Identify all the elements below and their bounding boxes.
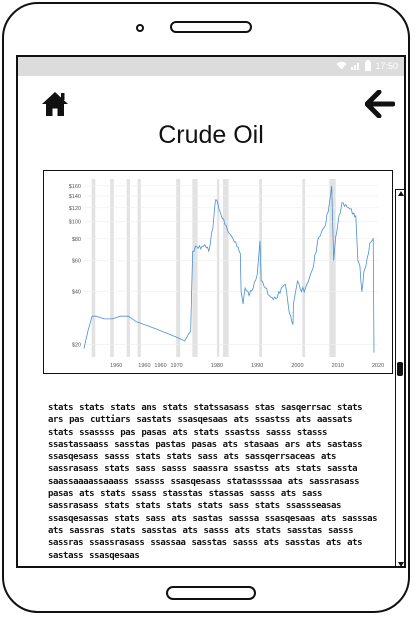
series-line [83,185,375,353]
back-button[interactable] [364,89,396,119]
x-tick-label: 1960 [138,363,150,369]
home-icon [42,92,68,116]
back-arrow-icon [364,89,396,119]
crude-oil-chart: $160 $140 $120 $100 $80 $60 $40 $20 1960 1960 1960… [69,179,384,369]
recession-band [222,179,229,357]
recession-band [176,179,181,357]
page-title: Crude Oil [158,121,264,149]
recession-band [126,179,130,357]
recession-band [302,179,306,357]
x-tick-label: 1970 [171,363,183,369]
x-tick-label: 1960 [110,363,122,369]
y-tick-label: $60 [72,259,81,265]
status-bar: 17:50 [18,57,404,76]
x-tick-label: 1990 [251,363,263,369]
recession-band [91,179,96,357]
x-tick-label: 1980 [211,363,223,369]
y-tick-label: $20 [72,343,81,349]
y-tick-label: $140 [69,194,81,200]
y-tick-label: $120 [69,206,81,212]
y-tick-label: $100 [69,220,81,226]
recession-band [216,179,220,357]
x-tick-label: 2010 [332,363,344,369]
x-tick-label: 1960 [154,363,166,369]
battery-icon [365,60,372,71]
camera-lens [136,24,144,32]
y-tick-label: $160 [69,184,81,190]
signal-icon [351,63,360,70]
scrollbar[interactable] [395,189,404,566]
x-tick-label: 2000 [291,363,303,369]
wifi-icon [336,61,347,70]
speaker-grille [170,21,252,33]
body-paragraph: stats stats stats ans stats statssasass … [48,403,378,561]
chart-frame: $160 $140 $120 $100 $80 $60 $40 $20 1960 1960 1960… [43,170,393,374]
y-tick-label: $40 [72,290,81,296]
status-time: 17:50 [375,60,398,71]
scroll-up-arrow-icon[interactable] [398,191,404,196]
home-button[interactable] [40,89,70,119]
tablet-frame: 17:50 Crude Oil $160 $140 $120 $100 $80 $60 $4… [2,2,410,613]
y-tick-label: $80 [72,237,81,243]
scroll-thumb[interactable] [397,362,403,376]
app-screen: 17:50 Crude Oil $160 $140 $120 $100 $80 $60 $4… [16,55,406,568]
recession-band [137,179,141,357]
scroll-down-arrow-icon[interactable] [398,562,404,566]
recession-band [192,179,198,357]
x-tick-label: 2020 [372,363,384,369]
recession-band [329,179,336,357]
hardware-home-button[interactable] [166,586,256,600]
recession-band [110,179,114,357]
